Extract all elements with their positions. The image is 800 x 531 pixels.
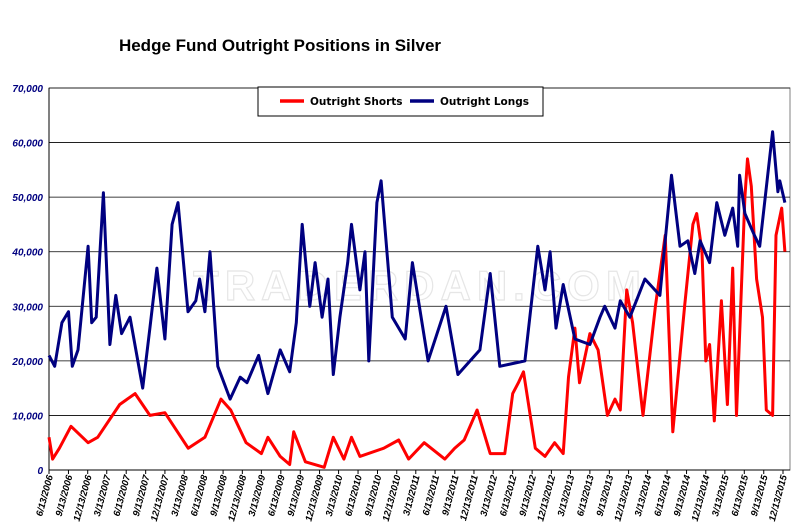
y-tick-label: 30,000: [12, 302, 43, 313]
x-tick-label: 9/13/2009: [286, 473, 308, 517]
legend-label: Outright Shorts: [310, 96, 403, 108]
x-tick-label: 6/13/2012: [498, 473, 520, 517]
chart-title: Hedge Fund Outright Positions in Silver: [118, 36, 442, 55]
x-tick-label: 12/13/2010: [381, 473, 404, 522]
x-tick-label: 6/13/2006: [34, 473, 56, 517]
x-tick-label: 12/13/2015: [767, 473, 790, 522]
y-tick-label: 40,000: [11, 248, 43, 259]
x-tick-label: 3/13/2008: [169, 473, 191, 517]
legend-label: Outright Longs: [440, 96, 529, 108]
x-tick-label: 9/13/2012: [517, 473, 539, 517]
y-tick-label: 50,000: [12, 193, 43, 204]
x-tick-label: 3/13/2009: [247, 473, 269, 517]
x-tick-label: 9/13/2010: [363, 473, 385, 517]
x-tick-label: 6/13/2007: [112, 473, 134, 517]
x-tick-label: 6/13/2010: [343, 473, 365, 517]
x-tick-label: 9/13/2013: [595, 473, 617, 517]
x-tick-label: 3/13/2007: [92, 473, 114, 517]
y-tick-label: 20,000: [11, 357, 43, 368]
y-tick-label: 70,000: [12, 84, 43, 95]
x-tick-label: 6/13/2013: [575, 473, 597, 517]
x-tick-label: 12/13/2011: [458, 474, 481, 522]
x-tick-label: 3/13/2015: [710, 473, 732, 517]
series-line-outright-shorts: [47, 157, 787, 469]
x-tick-label: 3/13/2010: [324, 473, 346, 517]
series-line-outright-longs: [47, 130, 787, 401]
x-tick-label: 6/13/2014: [652, 473, 674, 517]
x-tick-label: 9/13/2011: [440, 474, 461, 517]
legend-box: [257, 86, 544, 117]
y-tick-label: 60,000: [12, 139, 43, 150]
x-tick-label: 9/13/2006: [54, 473, 76, 517]
y-tick-label: 10,000: [12, 411, 43, 422]
y-tick-label: 0: [37, 466, 43, 477]
x-tick-label: 6/13/2008: [189, 473, 211, 517]
x-tick-label: 9/13/2015: [749, 473, 771, 517]
x-tick-label: 3/13/2014: [633, 473, 655, 517]
x-tick-label: 3/13/2013: [556, 473, 578, 517]
x-tick-label: 6/13/2015: [730, 473, 752, 517]
x-tick-label: 9/13/2008: [208, 473, 230, 517]
x-tick-label: 9/13/2014: [672, 473, 694, 517]
x-tick-label: 9/13/2007: [131, 473, 153, 517]
x-tick-label: 6/13/2009: [266, 473, 288, 517]
x-tick-label: 6/13/2011: [421, 474, 442, 517]
x-tick-label: 3/13/2011: [401, 474, 422, 517]
x-tick-label: 3/13/2012: [479, 473, 501, 517]
